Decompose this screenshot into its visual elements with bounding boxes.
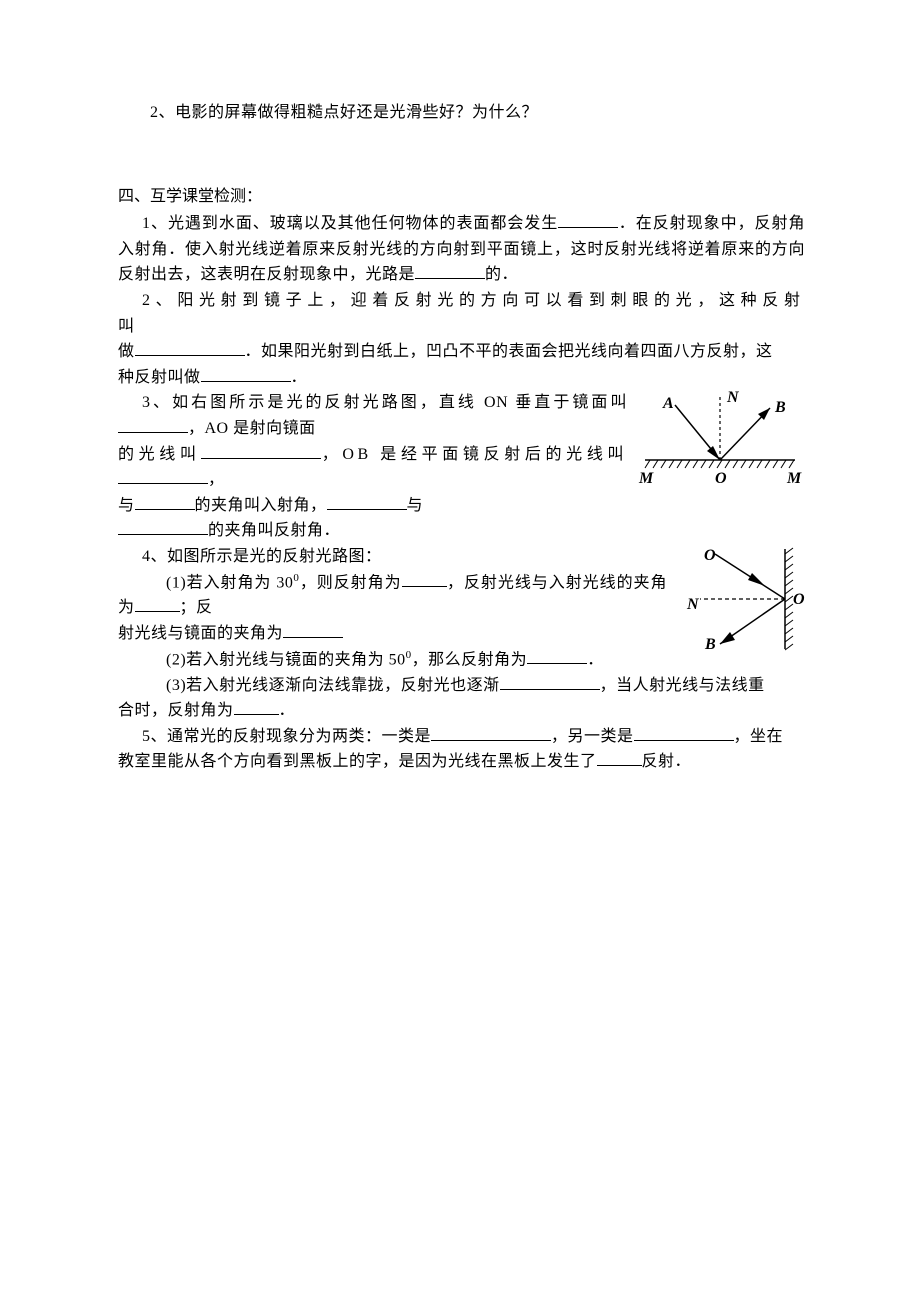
blank: [135, 596, 180, 612]
q4-title-text: 4、如图所示是光的反射光路图：: [142, 548, 382, 565]
q3-l2-mid: ，OB 是经平面镜反射后的光线叫: [321, 446, 627, 463]
q2-line3-pre: 种反射叫做: [118, 369, 201, 386]
reflection-diagram-svg: N A B M O M: [635, 390, 805, 490]
q3-l2-tail: ，: [208, 471, 228, 488]
q5-mid1: ，另一类是: [551, 728, 634, 745]
blank: [527, 648, 587, 664]
blank: [135, 494, 195, 510]
mirror-hatch: [645, 460, 794, 468]
q1-pre: 1、光遇到水面、玻璃以及其他任何物体的表面都会发生: [142, 215, 558, 232]
mirror-hatch-vertical: [785, 548, 793, 650]
q2-line1-pre: 2、阳光射到镜子上，迎着反射光的方向可以看到刺眼的光，这种反射叫: [118, 292, 805, 335]
question-2-line2: 做 ．如果阳光射到白纸上，凹凸不平的表面会把光线向着四面八方反射，这: [118, 339, 805, 365]
question-3-line4: 的夹角叫反射角．: [118, 518, 805, 544]
diagram-1-reflection: N A B M O M: [635, 390, 805, 499]
q5-pre: 5、通常光的反射现象分为两类：一类是: [142, 728, 431, 745]
q4-s2-pre: (2)若入射光线与镜面的夹角为 50: [166, 651, 406, 668]
label-O-top: O: [704, 547, 716, 564]
blank: [327, 494, 407, 510]
blank: [135, 340, 245, 356]
q5-l2-tail: 反射．: [642, 753, 692, 770]
label-B-2: B: [704, 636, 716, 653]
blank: [558, 212, 618, 228]
q4-s3-pre: (3)若入射光线逐渐向法线靠拢，反射光也逐渐: [166, 677, 500, 694]
document-content: 2、电影的屏幕做得粗糙点好还是光滑些好？为什么？ 四、互学课堂检测： 1、光遇到…: [118, 100, 805, 775]
q3-l1-pre: 3、如右图所示是光的反射光路图，直线 ON 垂直于镜面叫: [142, 394, 627, 411]
label-M-left: M: [638, 470, 654, 487]
label-O-right: O: [793, 591, 805, 608]
section-4-title: 四、互学课堂检测：: [118, 184, 805, 210]
label-N: N: [726, 390, 740, 406]
blank: [431, 725, 551, 741]
blank: [597, 750, 642, 766]
question-2-heading: 2、电影的屏幕做得粗糙点好还是光滑些好？为什么？: [118, 100, 805, 126]
incident-arrow-2: [748, 573, 765, 586]
blank: [402, 571, 447, 587]
q2-line3-tail: ．: [291, 369, 308, 386]
vertical-mirror-diagram-svg: O O N B: [675, 544, 805, 654]
question-4-sub3b: 合时，反射角为 ．: [118, 698, 805, 724]
blank: [283, 622, 343, 638]
q3-l2-pre: 的光线叫: [118, 446, 201, 463]
q3-l4-tail: 的夹角叫反射角．: [208, 522, 340, 539]
q4-s1b-pre: 射光线与镜面的夹角为: [118, 625, 283, 642]
q4-s2-mid: ，那么反射角为: [412, 651, 528, 668]
q3-l1-mid: ，AO 是射向镜面: [188, 420, 316, 437]
label-M-right: M: [786, 470, 802, 487]
q1-tail: 的．: [485, 266, 518, 283]
blank: [234, 699, 279, 715]
q4-s2-tail: ．: [587, 651, 604, 668]
diagram-2-reflection-vertical: O O N B: [675, 544, 805, 663]
q4-s1-pre: (1)若入射角为 30: [166, 574, 293, 591]
q4-s1-mid3: ；反: [180, 599, 213, 616]
blank: [201, 366, 291, 382]
incident-arrow: [707, 446, 720, 460]
label-A: A: [662, 395, 674, 412]
q1-mid1: ．在反射现象中，反射角: [618, 215, 805, 232]
blank: [201, 443, 321, 459]
blank: [118, 468, 208, 484]
question-4-sub3: (3)若入射光线逐渐向法线靠拢，反射光也逐渐 ，当人射光线与法线重: [118, 673, 805, 699]
q5-mid2: ，坐在: [734, 728, 784, 745]
section-title-text: 四、互学课堂检测：: [118, 188, 262, 205]
q2-line2-pre: 做: [118, 343, 135, 360]
q3-l3-mid: 的夹角叫入射角，: [195, 497, 327, 514]
question-1: 1、光遇到水面、玻璃以及其他任何物体的表面都会发生．在反射现象中，反射角 入射角…: [118, 211, 805, 288]
blank: [118, 519, 208, 535]
q2-text: 2、电影的屏幕做得粗糙点好还是光滑些好？为什么？: [150, 104, 538, 121]
q2-line2-mid: ．如果阳光射到白纸上，凹凸不平的表面会把光线向着四面八方反射，这: [245, 343, 773, 360]
question-5-line2: 教室里能从各个方向看到黑板上的字，是因为光线在黑板上发生了 反射．: [118, 749, 805, 775]
q4-s1-mid1: ，则反射角为: [299, 574, 401, 591]
q3-l3-tail: 与: [407, 497, 424, 514]
label-O: O: [715, 470, 727, 487]
q5-l2-pre: 教室里能从各个方向看到黑板上的字，是因为光线在黑板上发生了: [118, 753, 597, 770]
q4-s3b-pre: 合时，反射角为: [118, 702, 234, 719]
blank: [500, 674, 600, 690]
label-B: B: [774, 399, 786, 416]
question-2-line1: 2、阳光射到镜子上，迎着反射光的方向可以看到刺眼的光，这种反射叫: [118, 288, 805, 339]
blank: [634, 725, 734, 741]
q4-s3b-tail: ．: [279, 702, 296, 719]
q4-s3-mid: ，当人射光线与法线重: [600, 677, 765, 694]
reflected-arrow-2: [720, 632, 735, 644]
label-N-2: N: [686, 596, 700, 613]
question-2-line3: 种反射叫做 ．: [118, 365, 805, 391]
blank: [415, 263, 485, 279]
q3-l3-pre: 与: [118, 497, 135, 514]
blank: [118, 417, 188, 433]
question-5-line1: 5、通常光的反射现象分为两类：一类是 ，另一类是 ，坐在: [118, 724, 805, 750]
